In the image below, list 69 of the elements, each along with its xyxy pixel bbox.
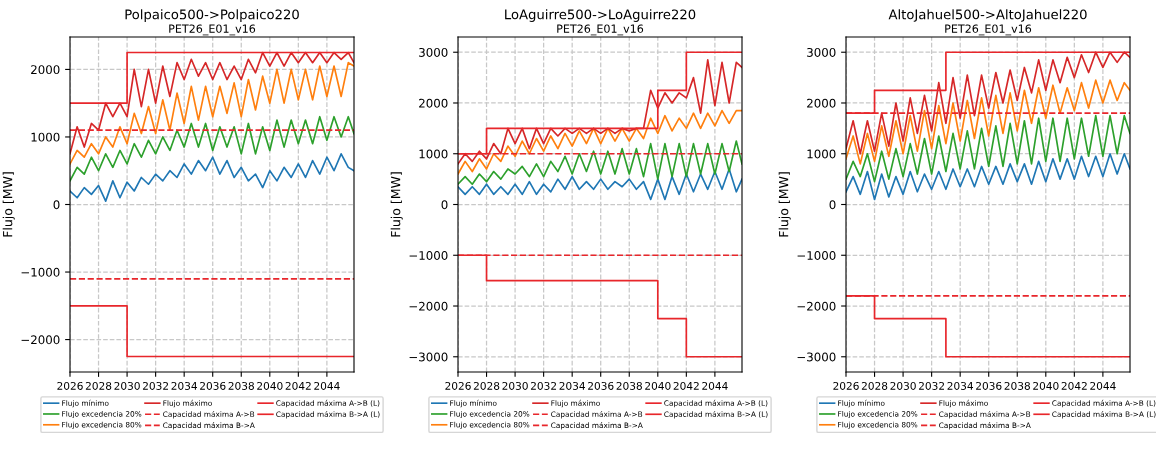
x-tick-label: 2042 (285, 381, 311, 390)
y-tick-label: 1000 (807, 149, 836, 159)
x-tick-label: 2028 (861, 381, 888, 390)
y-tick-label: 1000 (31, 132, 60, 142)
y-tick-label: 3000 (807, 47, 836, 57)
chart-title: Polpaico500->Polpaico220 (125, 9, 299, 22)
x-tick-label: 2032 (142, 381, 168, 390)
x-tick-label: 2036 (588, 381, 614, 390)
line-series (846, 51, 1130, 155)
x-tick-label: 2032 (530, 381, 556, 390)
x-tick-label: 2044 (1090, 381, 1116, 390)
x-tick-label: 2036 (976, 381, 1002, 390)
chart-subtitle: PET26_E01_v16 (557, 24, 644, 36)
x-tick-label: 2034 (947, 381, 974, 390)
y-tick-label: 1000 (419, 149, 448, 159)
x-tick-label: 2038 (1004, 381, 1030, 390)
y-tick-label: −2000 (409, 301, 448, 311)
y-tick-label: −1000 (797, 250, 836, 260)
x-tick-label: 2036 (200, 381, 226, 390)
y-tick-label: −2000 (21, 335, 60, 345)
x-tick-label: 2044 (702, 381, 728, 390)
line-series (458, 109, 742, 175)
y-tick-label: 2000 (31, 65, 60, 75)
chart-title: LoAguirre500->LoAguirre220 (505, 9, 696, 22)
line-series (846, 79, 1130, 165)
x-tick-label: 2040 (1033, 381, 1059, 390)
y-axis-title: Flujo [MW] (778, 172, 791, 237)
y-tick-label: −2000 (797, 301, 836, 311)
x-tick-label: 2044 (314, 381, 340, 390)
x-tick-label: 2042 (1061, 381, 1087, 390)
y-tick-label: 0 (53, 200, 60, 210)
line-series (846, 114, 1130, 183)
y-tick-label: 2000 (419, 98, 448, 108)
y-tick-label: −3000 (797, 352, 836, 362)
x-tick-label: 2042 (673, 381, 699, 390)
x-tick-label: 2028 (85, 381, 112, 390)
chart-subtitle: PET26_E01_v16 (169, 24, 256, 36)
x-tick-label: 2034 (171, 381, 198, 390)
line-series (458, 140, 742, 186)
y-tick-label: 0 (829, 200, 836, 210)
line-series (70, 61, 354, 165)
x-tick-label: 2030 (502, 381, 528, 390)
y-tick-label: 3000 (419, 47, 448, 57)
x-tick-label: 2032 (918, 381, 944, 390)
x-tick-label: 2026 (57, 381, 83, 390)
x-tick-label: 2030 (890, 381, 916, 390)
x-tick-label: 2040 (257, 381, 283, 390)
y-axis-title: Flujo [MW] (390, 172, 403, 237)
y-tick-label: −1000 (21, 267, 60, 277)
y-axis-title: Flujo [MW] (2, 172, 15, 237)
line-series (70, 115, 354, 182)
x-tick-label: 2034 (559, 381, 586, 390)
y-tick-label: 2000 (807, 98, 836, 108)
x-tick-label: 2038 (228, 381, 254, 390)
line-series (846, 152, 1130, 201)
chart-subtitle: PET26_E01_v16 (945, 24, 1032, 36)
line-series (458, 168, 742, 201)
x-tick-label: 2030 (114, 381, 140, 390)
y-tick-label: −3000 (409, 352, 448, 362)
x-tick-label: 2026 (445, 381, 471, 390)
x-tick-label: 2026 (833, 381, 859, 390)
x-tick-label: 2028 (473, 381, 500, 390)
line-series (458, 59, 742, 165)
y-tick-label: 0 (441, 200, 448, 210)
x-tick-label: 2038 (616, 381, 642, 390)
line-series (70, 153, 354, 202)
x-tick-label: 2040 (645, 381, 671, 390)
chart-title: AltoJahuel500->AltoJahuel220 (888, 9, 1087, 22)
y-tick-label: −1000 (409, 250, 448, 260)
